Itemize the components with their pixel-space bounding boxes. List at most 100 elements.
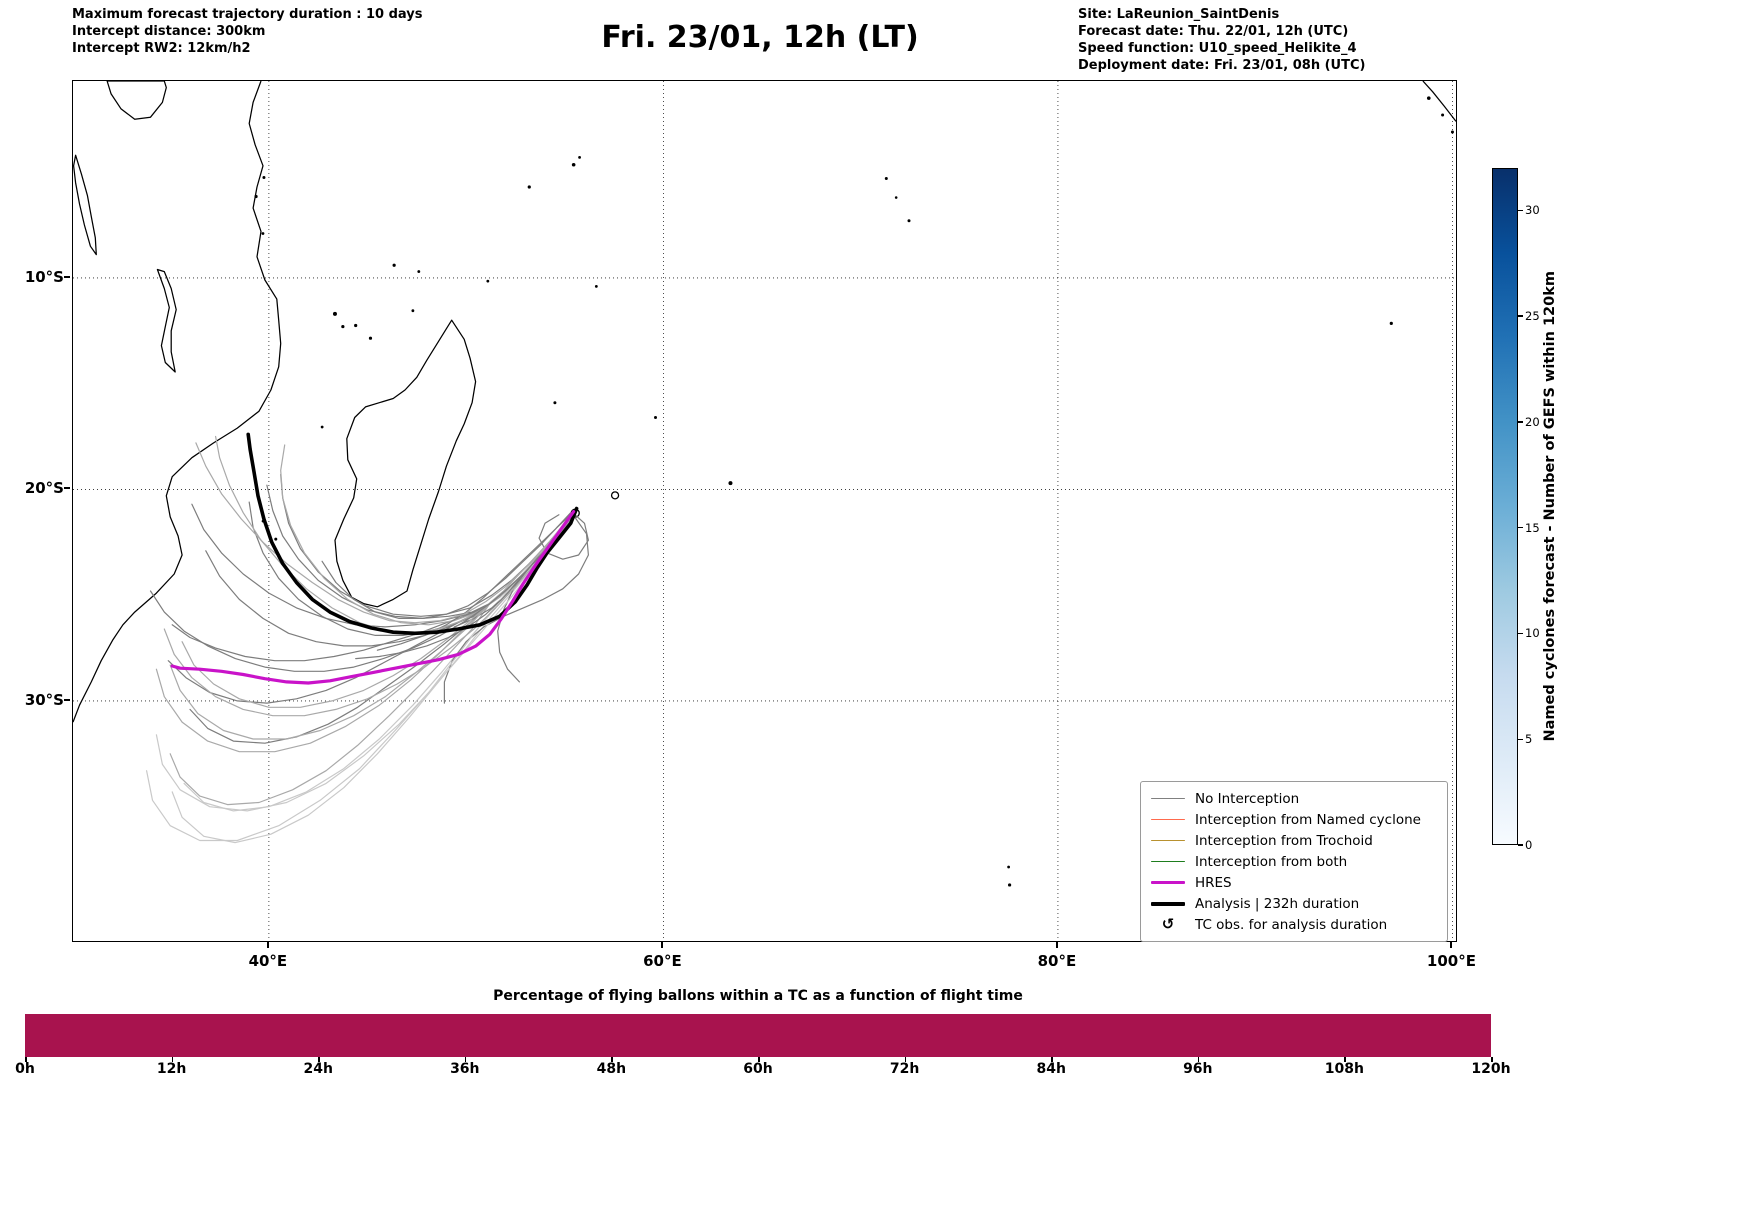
colorbar-tick-mark xyxy=(1518,421,1523,423)
island-amirantes xyxy=(527,185,531,189)
legend-line-swatch xyxy=(1150,860,1186,863)
header-deployment-date-line: Deployment date: Fri. 23/01, 08h (UTC) xyxy=(1078,58,1366,73)
island-mayotte xyxy=(368,336,373,340)
ensemble-track xyxy=(163,516,574,717)
island-siberut xyxy=(1426,96,1431,100)
lon-tick-mark xyxy=(661,942,664,948)
hour-tick-label: 60h xyxy=(743,1061,773,1077)
map-legend: No Interception Interception from Named c… xyxy=(1140,781,1448,942)
island-st-brandon xyxy=(654,416,658,420)
ensemble-track xyxy=(376,512,572,651)
legend-line xyxy=(1151,818,1185,821)
island-zanzibar xyxy=(254,194,258,199)
header-site-line: Site: LaReunion_SaintDenis xyxy=(1078,7,1280,22)
cyclone-rotation-icon: ↺ xyxy=(1161,915,1175,933)
colorbar-tick-mark xyxy=(1518,526,1523,529)
flight-time-bar-segment xyxy=(1051,1014,1199,1057)
island-grande-comore xyxy=(332,311,337,316)
ensemble-track xyxy=(195,442,574,624)
flight-time-bar-segment xyxy=(464,1014,612,1057)
hour-tick-label: 12h xyxy=(156,1061,187,1077)
bottom-chart-title: Percentage of flying ballons within a TC… xyxy=(493,988,1023,1004)
legend-line-swatch xyxy=(1150,901,1186,906)
legend-row: Analysis | 232h duration xyxy=(1150,893,1438,914)
flight-time-bar-segment xyxy=(758,1014,906,1057)
header-right-block: Site: LaReunion_SaintDenis Forecast date… xyxy=(1078,6,1365,74)
legend-label: Interception from Trochoid xyxy=(1195,832,1373,849)
coastline-lake-tanganyika xyxy=(73,154,97,256)
hour-tick-mark xyxy=(318,1057,320,1062)
island-juan-de-nova xyxy=(320,425,324,429)
hour-tick-mark xyxy=(464,1057,467,1062)
hour-tick-label: 84h xyxy=(1036,1061,1066,1077)
ensemble-track xyxy=(183,514,574,812)
lat-tick-mark xyxy=(64,487,70,490)
island-amsterdam xyxy=(1007,865,1011,869)
lon-tick-label: 100°E xyxy=(1426,952,1476,970)
legend-line-swatch xyxy=(1150,880,1186,885)
legend-label: Analysis | 232h duration xyxy=(1195,895,1360,912)
island-praslin xyxy=(578,155,581,159)
flight-time-bar-segment xyxy=(25,1014,173,1057)
flight-time-bar-chart xyxy=(25,1014,1492,1057)
ensemble-track xyxy=(538,512,589,560)
lon-tick-label: 60°E xyxy=(643,952,682,970)
colorbar-tick-label: 30 xyxy=(1525,203,1540,218)
island-europa xyxy=(274,537,278,541)
hour-tick-label: 72h xyxy=(889,1061,920,1077)
coastline-sumatra-coast xyxy=(1422,81,1456,122)
colorbar-label-wrap: Named cyclones forecast - Number of GEFS… xyxy=(1538,168,1562,845)
header-left-line-2: Intercept distance: 300km xyxy=(72,24,266,39)
island-farquhar xyxy=(486,279,490,283)
island-mauritius xyxy=(610,491,620,500)
ensemble-track xyxy=(181,514,574,708)
island-sipura xyxy=(1441,113,1445,117)
flight-time-bar-segment xyxy=(171,1014,319,1057)
colorbar-tick-mark xyxy=(1518,738,1523,740)
header-left-block: Maximum forecast trajectory duration : 1… xyxy=(72,6,423,57)
lat-tick-mark xyxy=(64,275,70,278)
island-tromelin xyxy=(553,401,557,405)
hour-tick-mark xyxy=(25,1057,27,1062)
hres-track xyxy=(170,510,576,685)
colorbar-tick-mark xyxy=(1518,844,1523,846)
hour-tick-mark xyxy=(611,1057,613,1062)
ensemble-track xyxy=(443,516,589,704)
island-pemba-island xyxy=(262,175,266,179)
island-chagos-2 xyxy=(894,196,898,199)
legend-label: HRES xyxy=(1195,874,1232,891)
legend-line xyxy=(1151,860,1185,863)
hour-tick-mark xyxy=(171,1057,174,1062)
hour-tick-label: 120h xyxy=(1471,1061,1511,1077)
header-speed-function-line: Speed function: U10_speed_Helikite_4 xyxy=(1078,41,1357,56)
trajectory-map-frame xyxy=(72,80,1457,942)
trajectory-map xyxy=(73,81,1456,941)
legend-line xyxy=(1151,839,1185,842)
colorbar-tick-label: 15 xyxy=(1525,520,1540,535)
legend-row: Interception from Named cyclone xyxy=(1150,809,1438,830)
island-mahe xyxy=(571,162,576,167)
island-glorioso xyxy=(411,309,415,313)
hour-tick-label: 108h xyxy=(1324,1061,1364,1077)
coastline-lake-victoria xyxy=(106,81,167,120)
ensemble-track xyxy=(146,514,572,842)
island-aldabra xyxy=(392,263,396,267)
hour-tick-label: 48h xyxy=(596,1061,627,1077)
colorbar-tick-mark xyxy=(1518,315,1523,317)
island-cocos-islands xyxy=(1389,321,1393,325)
legend-line-swatch xyxy=(1150,818,1186,821)
lon-tick-label: 40°E xyxy=(248,952,288,970)
colorbar-tick-mark xyxy=(1518,632,1523,635)
hour-tick-label: 96h xyxy=(1183,1061,1213,1077)
island-cosmoledo xyxy=(417,270,421,273)
legend-line xyxy=(1151,880,1185,885)
island-anjouan xyxy=(354,323,358,328)
flight-time-bar-segment xyxy=(1197,1014,1345,1057)
flight-time-bar-segment xyxy=(318,1014,466,1057)
colorbar-tick-mark xyxy=(1518,209,1523,211)
legend-label: Interception from Named cyclone xyxy=(1195,811,1421,828)
flight-time-bar-segment xyxy=(611,1014,759,1057)
colorbar-tick-label: 20 xyxy=(1525,414,1540,429)
legend-line-swatch xyxy=(1150,839,1186,842)
